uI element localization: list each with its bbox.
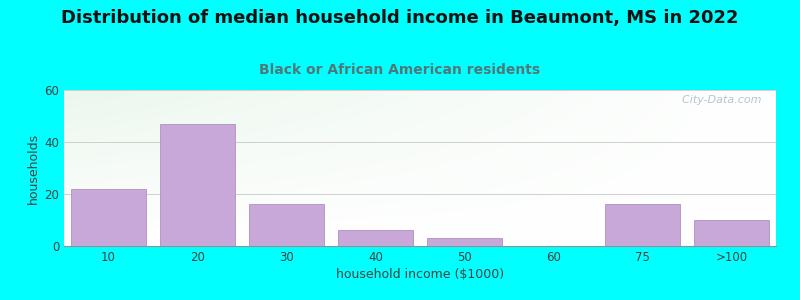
Bar (605, 204, 680, 246)
Y-axis label: households: households (27, 132, 40, 204)
Bar (70, 189, 146, 246)
Bar (694, 220, 770, 246)
Text: Distribution of median household income in Beaumont, MS in 2022: Distribution of median household income … (62, 9, 738, 27)
Bar (160, 124, 235, 246)
X-axis label: household income ($1000): household income ($1000) (336, 268, 504, 281)
Text: City-Data.com: City-Data.com (675, 95, 762, 105)
Bar (426, 238, 502, 246)
Text: Black or African American residents: Black or African American residents (259, 63, 541, 77)
Bar (249, 204, 324, 246)
Bar (338, 230, 414, 246)
